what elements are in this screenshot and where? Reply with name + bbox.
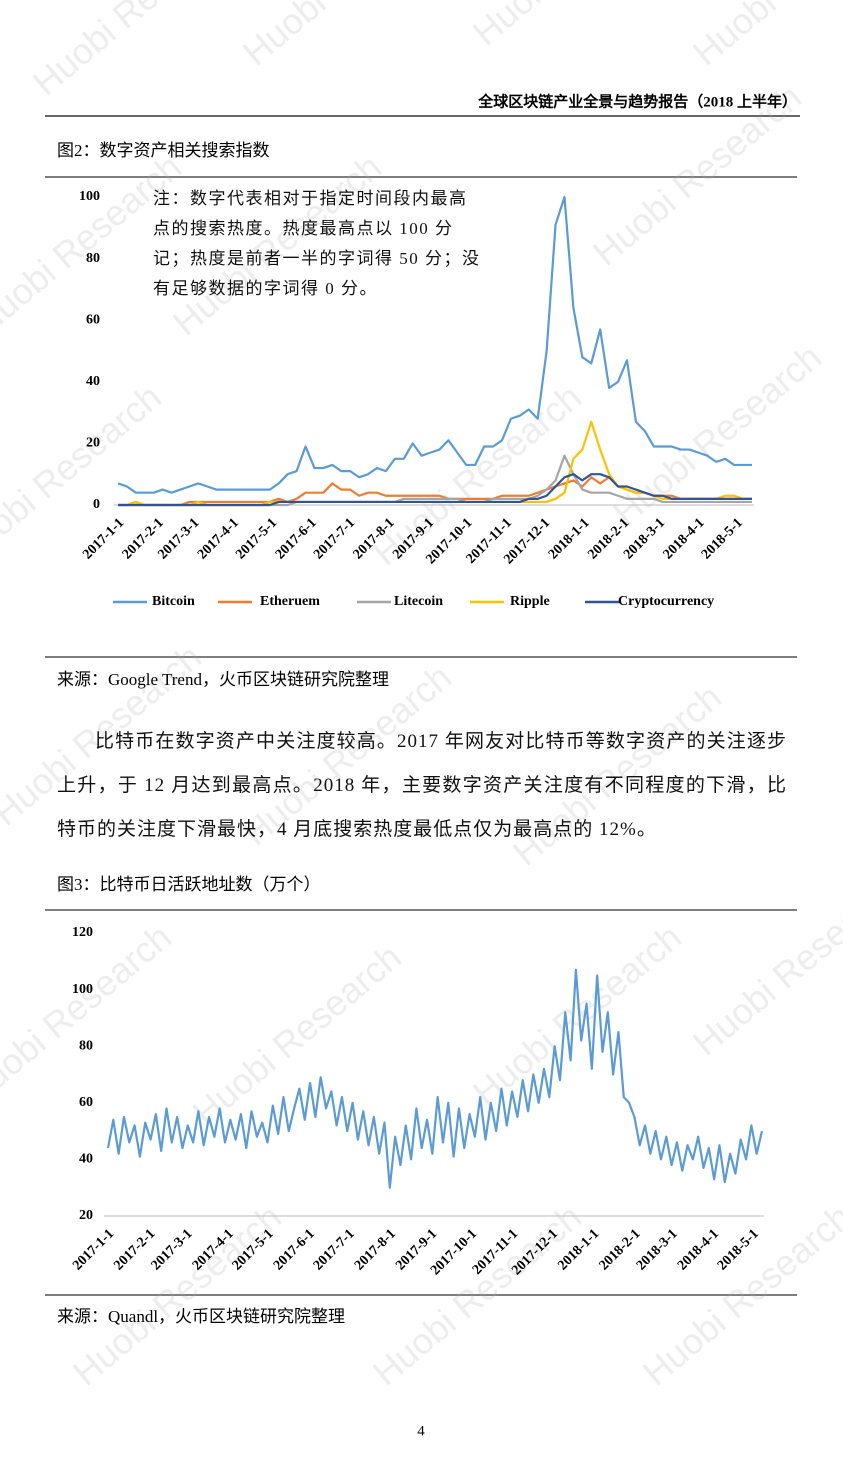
legend-label: Etheruem xyxy=(260,594,320,609)
y-tick-label: 40 xyxy=(79,1152,93,1167)
watermark: Huobi Research xyxy=(235,0,459,73)
x-tick-label: 2017-1-1 xyxy=(70,1226,117,1273)
page-number: 4 xyxy=(417,1423,425,1439)
chart-source: 来源：Quandl，火币区块链研究院整理 xyxy=(57,1307,345,1326)
watermark: Huobi Research xyxy=(465,916,689,1113)
data-line xyxy=(117,195,752,494)
watermark: Huobi Research xyxy=(605,336,829,533)
y-tick-label: 0 xyxy=(93,497,100,512)
legend-label: Cryptocurrency xyxy=(618,594,714,609)
data-line xyxy=(106,968,764,1189)
x-tick-label: 2018-3-1 xyxy=(634,1226,681,1273)
body-paragraph: 比特币在数字资产中关注度较高。2017 年网友对比特币等数字资产的关注逐步上升，… xyxy=(57,731,787,840)
x-tick-label: 2017-4-1 xyxy=(195,515,242,562)
y-tick-label: 40 xyxy=(86,374,100,389)
x-tick-label: 2018-4-1 xyxy=(675,1226,722,1273)
x-tick-label: 2017-7-1 xyxy=(311,515,358,562)
x-tick-label: 2017-5-1 xyxy=(233,515,280,562)
x-tick-label: 2017-8-1 xyxy=(352,1226,399,1273)
legend-label: Bitcoin xyxy=(152,594,195,609)
watermark: Huobi Research xyxy=(465,0,689,53)
x-tick-label: 2018-1-1 xyxy=(546,515,593,562)
y-tick-label: 80 xyxy=(79,1038,93,1053)
x-tick-label: 2018-5-1 xyxy=(699,515,746,562)
y-tick-label: 20 xyxy=(79,1208,93,1223)
y-tick-label: 20 xyxy=(86,436,100,451)
watermark: Huobi Research xyxy=(25,0,249,103)
legend-label: Litecoin xyxy=(394,594,443,609)
chart-source: 来源：Google Trend，火币区块链研究院整理 xyxy=(57,670,389,689)
watermark: Huobi Research xyxy=(685,866,843,1063)
data-line xyxy=(118,473,752,507)
x-tick-label: 2018-4-1 xyxy=(661,515,708,562)
y-tick-label: 100 xyxy=(79,189,100,204)
y-tick-label: 80 xyxy=(86,251,100,266)
watermark: Huobi Research xyxy=(685,0,843,73)
y-tick-label: 60 xyxy=(79,1095,93,1110)
y-tick-label: 100 xyxy=(72,982,93,997)
watermark: Huobi Research xyxy=(185,936,409,1133)
watermark: Huobi Research xyxy=(0,916,179,1113)
chart-title: 图3：比特币日活跃地址数（万个） xyxy=(57,875,321,894)
legend-label: Ripple xyxy=(510,594,550,609)
x-tick-label: 2017-6-1 xyxy=(273,515,320,562)
x-tick-label: 2017-1-1 xyxy=(80,515,127,562)
running-header: 全球区块链产业全景与趋势报告（2018 上半年） xyxy=(477,92,797,110)
chart-note: 注：数字代表相对于指定时间段内最高点的搜索热度。热度最高点以 100 分记；热度… xyxy=(153,189,481,298)
chart-title: 图2：数字资产相关搜索指数 xyxy=(57,141,270,160)
y-tick-label: 60 xyxy=(86,312,100,327)
y-tick-label: 120 xyxy=(72,925,93,940)
x-tick-label: 2017-7-1 xyxy=(311,1226,358,1273)
